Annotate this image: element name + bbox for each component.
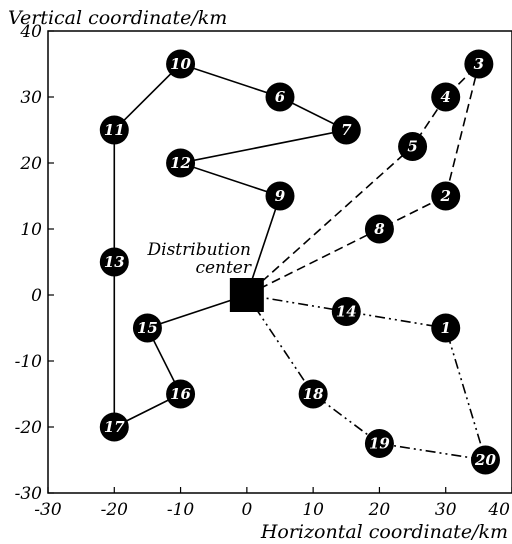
node-16: 16 (166, 379, 196, 409)
distribution-center-label-line1: Distribution (147, 240, 251, 260)
x-tick-label: 10 (302, 500, 324, 520)
node-6: 6 (265, 82, 295, 112)
node-circle (265, 181, 295, 211)
node-label: 15 (137, 319, 158, 337)
node-circle (364, 429, 394, 458)
y-tick-label: 0 (31, 286, 42, 306)
x-tick-label: -30 (34, 500, 62, 520)
node-label: 10 (170, 55, 191, 73)
node-9: 9 (265, 181, 295, 211)
node-label: 6 (275, 88, 286, 106)
node-circle (331, 115, 361, 145)
node-circle (166, 379, 196, 409)
distribution-center-square (229, 278, 264, 312)
node-label: 5 (407, 138, 417, 156)
y-axis-ticks: 40 30 20 10 0 -10 -20 -30 (15, 22, 54, 504)
node-label: 8 (374, 220, 385, 238)
node-19: 19 (364, 429, 394, 458)
plot-frame (47, 30, 512, 494)
node-2: 2 (431, 181, 461, 211)
node-circle (464, 49, 494, 79)
node-circle (166, 49, 196, 79)
x-tick-label: 20 (368, 500, 391, 520)
node-label: 18 (303, 385, 324, 403)
node-circle (99, 412, 129, 442)
node-circle (298, 379, 328, 409)
node-circle (265, 82, 295, 112)
node-label: 1 (440, 319, 450, 337)
node-11: 11 (99, 115, 129, 145)
node-circle (99, 247, 129, 277)
node-13: 13 (99, 247, 129, 277)
node-label: 20 (474, 451, 496, 469)
node-3: 3 (464, 49, 494, 79)
node-10: 10 (166, 49, 196, 79)
y-tick-label: -20 (15, 418, 43, 438)
y-tick-label: 10 (20, 220, 42, 240)
x-tick-label: 0 (241, 500, 252, 520)
node-20: 20 (470, 445, 500, 475)
y-axis-title: Vertical coordinate/km (8, 7, 227, 29)
x-axis-title: Horizontal coordinate/km (260, 521, 508, 543)
node-4: 4 (431, 82, 461, 112)
node-12: 12 (166, 148, 196, 178)
node-circle (431, 313, 461, 343)
node-circle (132, 313, 162, 343)
node-5: 5 (398, 132, 428, 161)
node-17: 17 (99, 412, 129, 442)
y-tick-label: 40 (19, 22, 42, 42)
x-tick-label: -20 (101, 500, 129, 520)
node-circle (470, 445, 500, 475)
node-label: 7 (341, 121, 352, 139)
y-tick-label: 20 (19, 154, 42, 174)
distribution-center: Distribution center (147, 240, 264, 312)
node-label: 3 (474, 55, 484, 73)
node-label: 17 (104, 418, 125, 436)
node-label: 9 (275, 187, 286, 205)
node-circle (166, 148, 196, 178)
node-label: 13 (104, 253, 125, 271)
node-14: 14 (331, 297, 361, 326)
x-axis-ticks: -30 -20 -10 0 10 20 30 40 (34, 487, 512, 520)
node-label: 12 (170, 154, 191, 172)
node-circle (364, 214, 394, 244)
x-tick-label: 40 (487, 500, 510, 520)
node-label: 14 (336, 303, 357, 321)
node-label: 19 (369, 435, 390, 453)
node-circle (398, 132, 428, 161)
node-8: 8 (364, 214, 394, 244)
node-15: 15 (132, 313, 162, 343)
distribution-center-label-line2: center (195, 258, 251, 278)
y-tick-label: 30 (20, 88, 42, 108)
node-label: 11 (104, 121, 125, 139)
y-tick-label: -30 (15, 484, 43, 504)
node-circle (431, 82, 461, 112)
node-label: 4 (440, 88, 450, 106)
node-label: 2 (439, 187, 450, 205)
node-circle (99, 115, 129, 145)
node-label: 16 (170, 385, 191, 403)
x-tick-label: -10 (167, 500, 195, 520)
node-1: 1 (431, 313, 461, 343)
x-tick-label: 30 (435, 500, 457, 520)
node-7: 7 (331, 115, 361, 145)
node-circle (331, 297, 361, 326)
node-circle (431, 181, 461, 211)
node-18: 18 (298, 379, 328, 409)
y-tick-label: -10 (15, 352, 43, 372)
